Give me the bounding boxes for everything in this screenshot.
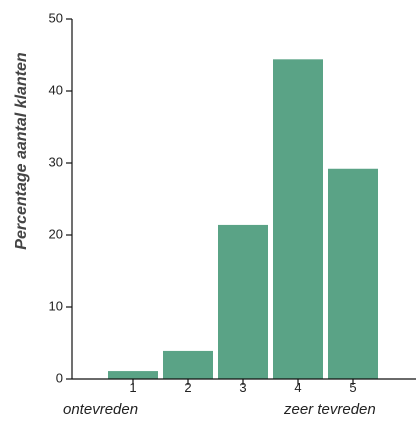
bars — [108, 59, 378, 379]
y-axis-label: Percentage aantal klanten — [13, 52, 30, 250]
x-ticks: 1 2 3 4 5 — [129, 379, 357, 395]
y-ticks: 0 10 20 30 40 50 — [49, 10, 72, 385]
bar-4 — [273, 59, 323, 379]
x-tick-label: 4 — [294, 380, 301, 395]
bar-1 — [108, 371, 158, 379]
y-tick-label: 20 — [49, 226, 63, 241]
y-tick-label: 0 — [56, 370, 63, 385]
x-tick-label: 5 — [349, 380, 356, 395]
y-tick-label: 50 — [49, 10, 63, 25]
bar-5 — [328, 168, 378, 379]
x-tick-label: 3 — [239, 380, 246, 395]
y-tick-label: 40 — [49, 82, 63, 97]
y-tick-label: 30 — [49, 154, 63, 169]
bar-2 — [163, 350, 213, 379]
bar-3 — [218, 224, 268, 379]
x-tick-label: 2 — [184, 380, 191, 395]
x-tick-label: 1 — [129, 380, 136, 395]
x-annotation-left: ontevreden — [63, 401, 138, 418]
y-tick-label: 10 — [49, 298, 63, 313]
x-annotation-right: zeer tevreden — [283, 401, 376, 418]
